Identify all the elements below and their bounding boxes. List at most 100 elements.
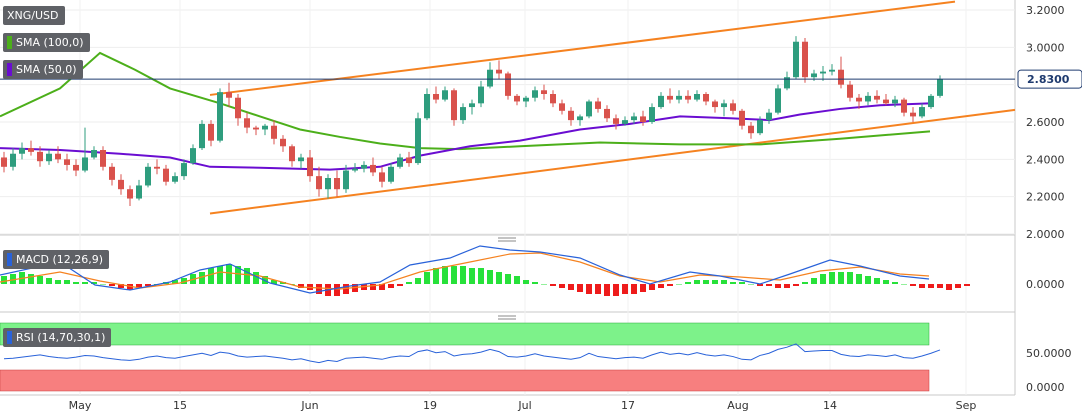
macd-histogram-bar — [964, 284, 970, 286]
rsi-legend[interactable]: RSI (14,70,30,1) — [3, 328, 112, 347]
macd-histogram-bar — [514, 276, 520, 284]
candle-body — [811, 73, 817, 78]
candle-body — [82, 157, 88, 171]
macd-histogram-bar — [640, 284, 646, 292]
macd-histogram-bar — [145, 284, 151, 286]
candle-body — [487, 69, 493, 87]
candle-body — [325, 178, 331, 190]
symbol-label: XNG/USD — [7, 9, 59, 22]
candle-body — [388, 166, 394, 182]
candle-body — [289, 146, 295, 162]
candle-body — [541, 90, 547, 94]
macd-histogram-bar — [127, 284, 133, 290]
candle-body — [865, 95, 871, 102]
macd-histogram-bar — [586, 284, 592, 294]
y-tick-label: 2.2000 — [1026, 191, 1065, 204]
macd-histogram-bar — [604, 284, 610, 296]
macd-histogram-bar — [136, 284, 142, 288]
candle-body — [379, 172, 385, 182]
macd-histogram-bar — [748, 284, 754, 285]
macd-legend[interactable]: MACD (12,26,9) — [3, 250, 110, 269]
sma50-legend[interactable]: SMA (50,0) — [3, 60, 83, 79]
macd-histogram-bar — [298, 284, 304, 288]
macd-histogram-bar — [280, 282, 286, 284]
x-tick-label: 14 — [823, 399, 837, 412]
macd-histogram-bar — [469, 268, 475, 284]
candle-body — [298, 157, 304, 162]
macd-histogram-bar — [649, 284, 655, 290]
candle-body — [244, 118, 250, 128]
candle-body — [703, 94, 709, 102]
sma100-legend[interactable]: SMA (100,0) — [3, 33, 90, 52]
macd-signal-line — [0, 252, 930, 290]
macd-histogram-bar — [415, 278, 421, 284]
macd-line — [0, 245, 930, 294]
macd-histogram-bar — [658, 284, 664, 288]
macd-histogram-bar — [595, 284, 601, 294]
macd-histogram-bar — [28, 274, 34, 284]
candle-body — [892, 99, 898, 104]
macd-histogram-bar — [631, 284, 637, 294]
candle-body — [622, 120, 628, 124]
candle-body — [847, 84, 853, 98]
candle-body — [406, 157, 412, 164]
candle-body — [262, 125, 268, 130]
macd-histogram-bar — [10, 274, 16, 284]
candle-body — [361, 164, 367, 169]
candle-body — [28, 148, 34, 152]
macd-histogram-bar — [676, 284, 682, 285]
candle-body — [307, 157, 313, 177]
candle-body — [1, 157, 7, 167]
candle-body — [721, 103, 727, 108]
candle-body — [118, 179, 124, 190]
macd-histogram-bar — [478, 268, 484, 284]
candle-body — [883, 99, 889, 104]
macd-histogram-bar — [55, 280, 61, 284]
macd-histogram-bar — [244, 268, 250, 284]
macd-histogram-bar — [856, 274, 862, 284]
x-tick-label: Aug — [727, 399, 748, 412]
macd-histogram-bar — [172, 280, 178, 284]
candle-body — [784, 77, 790, 89]
macd-histogram-bar — [910, 284, 916, 286]
candle-body — [19, 148, 25, 154]
sma100-swatch — [7, 36, 12, 49]
macd-histogram-bar — [568, 284, 574, 290]
x-tick-label: May — [69, 399, 92, 412]
symbol-legend[interactable]: XNG/USD — [3, 6, 65, 25]
candle-body — [694, 94, 700, 100]
macd-histogram-bar — [820, 274, 826, 284]
candle-body — [235, 97, 241, 119]
candle-body — [496, 69, 502, 74]
macd-zero-label: 0.0000 — [1026, 278, 1065, 291]
candle-body — [271, 125, 277, 139]
macd-histogram-bar — [235, 266, 241, 284]
macd-histogram-bar — [928, 284, 934, 288]
candle-body — [109, 166, 115, 180]
macd-histogram-bar — [559, 284, 565, 288]
candle-body — [145, 166, 151, 186]
candle-body — [514, 95, 520, 102]
macd-histogram-bar — [1, 276, 7, 284]
macd-histogram-bar — [46, 278, 52, 284]
candle-body — [874, 95, 880, 100]
x-tick-label: 19 — [423, 399, 437, 412]
candle-body — [397, 157, 403, 167]
candle-body — [757, 120, 763, 134]
candle-body — [226, 92, 232, 98]
macd-label: MACD (12,26,9) — [16, 253, 104, 266]
macd-histogram-bar — [721, 280, 727, 284]
candle-body — [748, 125, 754, 134]
sma50-line — [0, 102, 930, 171]
candle-body — [577, 116, 583, 121]
y-tick-label: 3.2000 — [1026, 4, 1065, 17]
y-tick-label: 2.0000 — [1026, 228, 1065, 241]
macd-histogram-bar — [433, 268, 439, 284]
x-tick-label: Sep — [956, 399, 977, 412]
candle-body — [937, 79, 943, 96]
macd-histogram-bar — [253, 272, 259, 284]
macd-histogram-bar — [199, 272, 205, 284]
macd-histogram-bar — [181, 278, 187, 284]
candle-body — [649, 107, 655, 122]
